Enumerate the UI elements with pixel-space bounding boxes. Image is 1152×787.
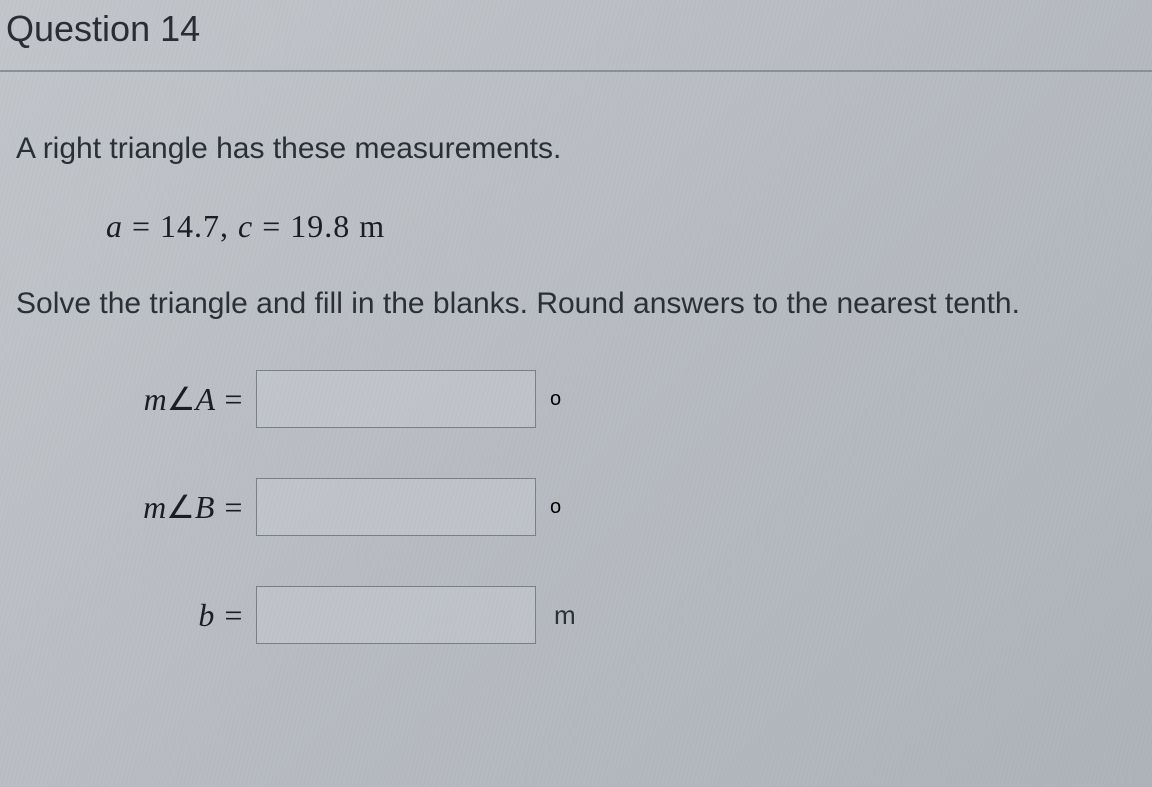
label-angle-a: m∠A =: [106, 380, 256, 418]
var-angle-a: A: [195, 381, 214, 417]
input-angle-b[interactable]: [256, 478, 536, 536]
problem-intro: A right triangle has these measurements.: [16, 132, 1136, 166]
eq-a: =: [123, 208, 160, 244]
label-side-b: b =: [166, 597, 256, 634]
unit-angle-a: o: [550, 388, 561, 411]
answer-row-angle-a: m∠A = o: [106, 369, 1136, 429]
question-header: Question 14: [0, 0, 1152, 72]
eq-angle-a: =: [214, 381, 244, 417]
eq-angle-b: =: [214, 489, 244, 525]
var-a: a: [106, 208, 123, 244]
angle-symbol-b: ∠: [166, 489, 195, 525]
var-angle-b: B: [195, 489, 215, 525]
angle-symbol-a: ∠: [167, 381, 196, 417]
prefix-m-a: m: [144, 381, 167, 417]
instruction: Solve the triangle and fill in the blank…: [16, 287, 1136, 321]
answer-row-side-b: b = m: [166, 585, 1136, 645]
unit-angle-b: o: [550, 496, 561, 519]
input-angle-a[interactable]: [256, 370, 536, 428]
unit-side-b: m: [554, 600, 576, 631]
question-body: A right triangle has these measurements.…: [0, 72, 1152, 713]
var-c: c: [238, 208, 253, 244]
input-side-b[interactable]: [256, 586, 536, 644]
val-c: 19.8: [290, 208, 350, 244]
label-angle-b: m∠B =: [106, 488, 256, 526]
separator: ,: [220, 208, 238, 244]
given-measurements: a = 14.7, c = 19.8 m: [106, 208, 1136, 245]
var-side-b: b: [198, 597, 214, 633]
unit-c: m: [350, 208, 385, 244]
val-a: 14.7: [160, 208, 220, 244]
prefix-m-b: m: [143, 489, 166, 525]
answer-row-angle-b: m∠B = o: [106, 477, 1136, 537]
question-title: Question 14: [6, 8, 1146, 50]
eq-side-b: =: [214, 597, 244, 633]
eq-c: =: [253, 208, 290, 244]
